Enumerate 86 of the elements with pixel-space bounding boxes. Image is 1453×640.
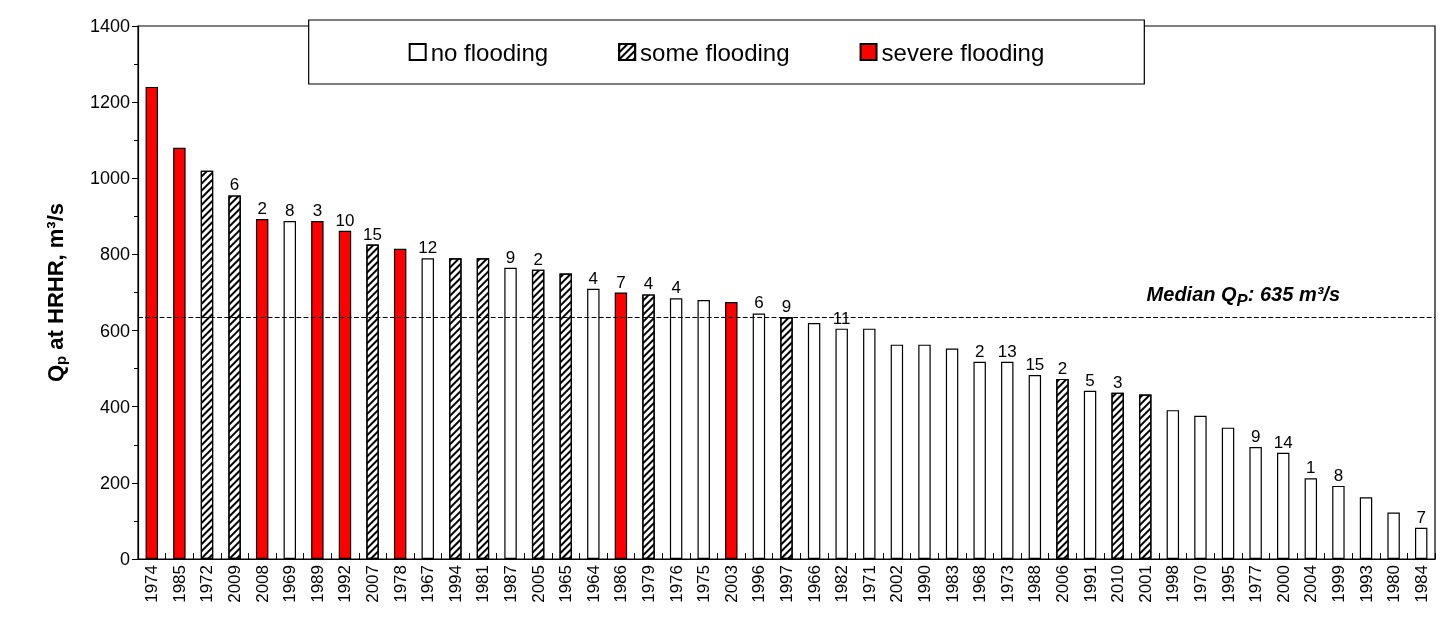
x-tick-label: 1999: [1328, 565, 1348, 603]
annotation: 4: [671, 278, 681, 298]
x-tick-label: 1970: [1190, 565, 1210, 603]
y-tick-label: 400: [99, 396, 130, 417]
y-tick-label: 600: [99, 320, 130, 341]
x-tick-label: 1998: [1163, 565, 1183, 603]
x-tick-label: 1985: [169, 565, 189, 603]
y-axis-title: Qp at HRHR, m³/s: [43, 202, 69, 383]
x-tick-label: 2008: [252, 565, 272, 603]
x-tick-label: 2001: [1135, 565, 1155, 603]
x-tick-label: 1988: [1025, 565, 1045, 603]
legend-label: some flooding: [640, 38, 790, 66]
x-tick-label: 2007: [363, 565, 383, 603]
x-tick-label: 1975: [694, 565, 714, 603]
x-tick-label: 1983: [942, 565, 962, 603]
annotation: 8: [1333, 465, 1344, 485]
annotation: 2: [257, 199, 267, 219]
x-tick-label: 1980: [1384, 565, 1404, 603]
x-tick-label: 1966: [804, 565, 824, 603]
annotation: 7: [1416, 507, 1426, 527]
x-tick-label: 2005: [528, 565, 548, 603]
x-tick-label: 1978: [390, 565, 410, 603]
annotation: 1: [1306, 458, 1316, 478]
x-tick-label: 1996: [749, 565, 769, 603]
y-tick-label: 800: [99, 244, 130, 265]
x-tick-label: 2000: [1273, 565, 1293, 603]
x-tick-label: 1992: [335, 565, 355, 603]
annotation: 9: [1250, 427, 1261, 447]
x-tick-label: 2004: [1301, 565, 1321, 603]
x-tick-label: 1982: [832, 565, 852, 603]
x-tick-label: 2006: [1052, 565, 1072, 603]
y-tick-label: 1400: [89, 16, 130, 36]
x-tick-label: 1995: [1218, 565, 1238, 603]
x-tick-label: 1991: [1080, 565, 1100, 603]
x-tick-label: 1972: [197, 565, 217, 603]
x-tick-label: 2002: [887, 565, 907, 603]
legend-label: severe flooding: [881, 38, 1045, 66]
x-tick-label: 1968: [970, 565, 990, 603]
y-tick-label: 1000: [89, 168, 130, 189]
x-tick-label: 1971: [859, 565, 879, 603]
annotation: 13: [997, 341, 1017, 361]
x-tick-label: 1994: [445, 565, 465, 603]
x-tick-label: 1981: [473, 565, 493, 603]
annotation: 6: [754, 293, 764, 313]
annotation: 8: [285, 200, 295, 220]
annotation: 15: [1025, 355, 1045, 375]
x-tick-label: 2003: [721, 565, 741, 603]
x-tick-label: 2010: [1108, 565, 1128, 603]
x-tick-label: 1997: [777, 565, 796, 603]
legend-label: no flooding: [430, 38, 549, 66]
annotation: 7: [616, 272, 626, 292]
annotation: 3: [312, 200, 323, 220]
x-tick-label: 1993: [1356, 565, 1376, 603]
x-tick-label: 1964: [583, 565, 603, 603]
annotation: 12: [418, 238, 438, 258]
annotation: 2: [1057, 358, 1068, 378]
y-tick-label: 0: [119, 549, 130, 569]
x-tick-label: 1976: [666, 565, 686, 603]
x-tick-label: 1984: [1411, 565, 1431, 603]
annotation: 3: [1112, 372, 1123, 392]
x-tick-label: 1974: [142, 565, 162, 603]
ref-line-label: Median Q$_{P}$: 635 m³/s: [1146, 283, 1340, 312]
x-tick-label: 1973: [997, 565, 1017, 603]
y-tick-label: 200: [99, 472, 130, 493]
annotation: 2: [974, 341, 985, 361]
x-tick-label: 1990: [914, 565, 934, 603]
annotation: 9: [505, 247, 516, 267]
x-tick-label: 1989: [307, 565, 327, 603]
y-tick-label: 1200: [89, 92, 130, 113]
annotation: 6: [229, 175, 240, 195]
annotation: 15: [363, 224, 383, 244]
x-tick-label: 1967: [418, 565, 438, 603]
annotation: 9: [781, 297, 792, 317]
x-tick-label: 1965: [556, 565, 576, 603]
annotation: 14: [1273, 432, 1293, 452]
x-tick-label: 1969: [280, 565, 300, 603]
x-tick-label: 1979: [639, 565, 659, 603]
annotation: 4: [588, 268, 599, 288]
annotation: 10: [335, 210, 355, 230]
x-tick-label: 2009: [225, 565, 245, 603]
x-tick-label: 1977: [1246, 565, 1266, 603]
annotation: 4: [643, 274, 654, 294]
annotation: 5: [1085, 370, 1095, 390]
annotation: 2: [533, 249, 543, 269]
x-tick-label: 1987: [501, 565, 521, 603]
x-tick-label: 1986: [611, 565, 631, 603]
